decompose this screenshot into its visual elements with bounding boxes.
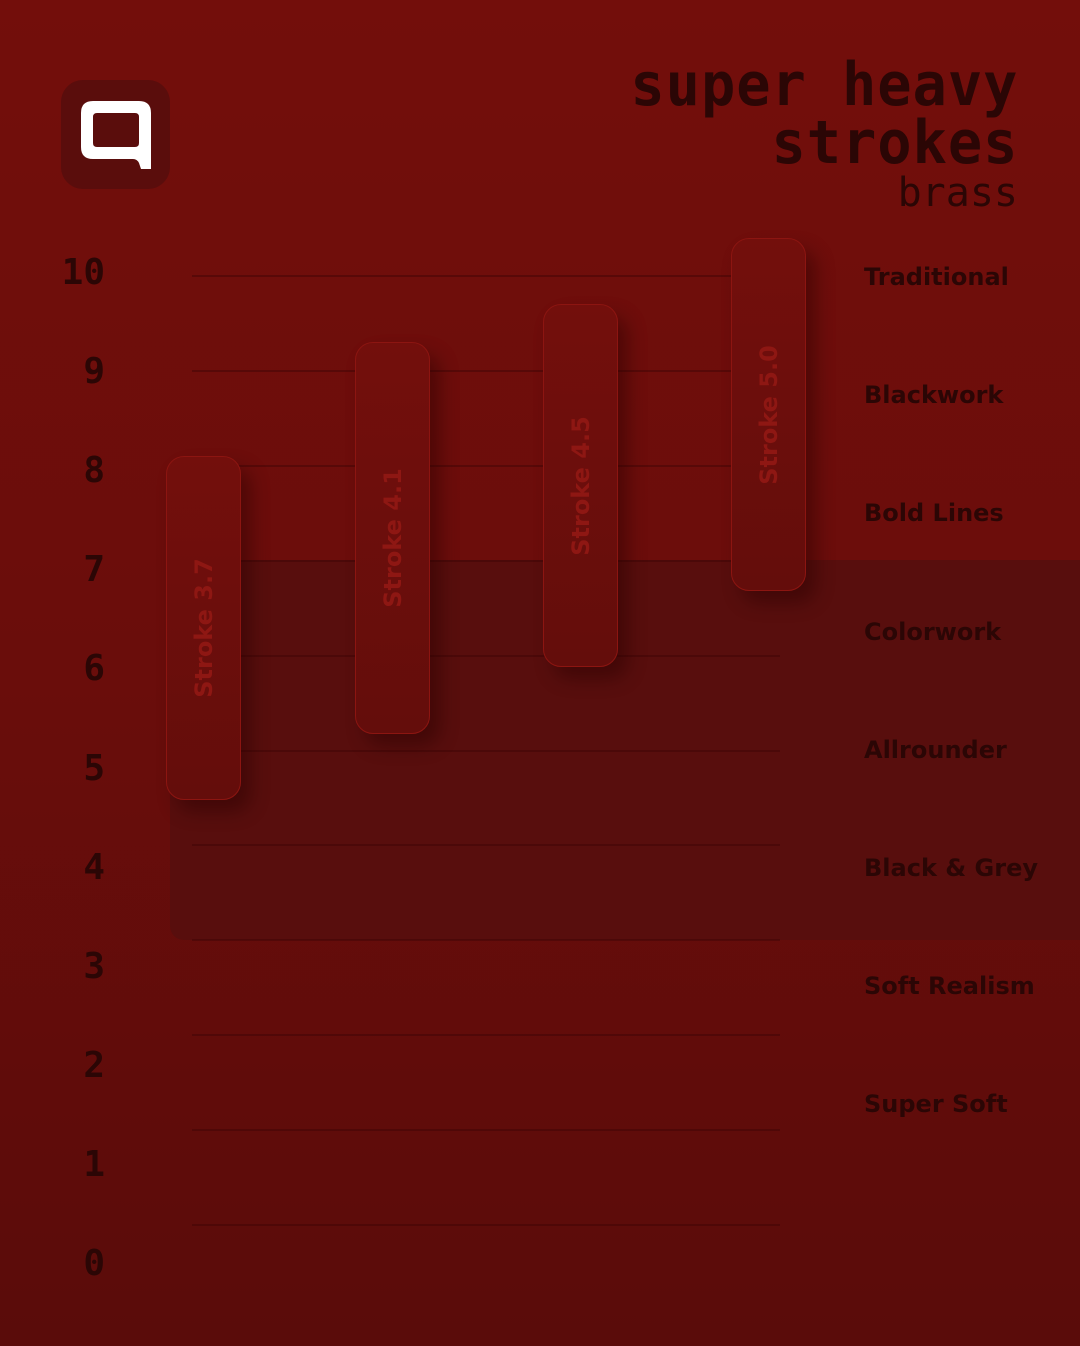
y-tick-label: 5 bbox=[83, 747, 105, 789]
category-label: Soft Realism bbox=[864, 972, 1035, 1001]
title-line-1: super heavy bbox=[630, 50, 1018, 120]
category-label: Black & Grey bbox=[864, 854, 1038, 882]
bar-label: Stroke 5.0 bbox=[754, 344, 783, 485]
y-tick-label: 7 bbox=[83, 549, 105, 591]
range-bar: Stroke 4.1 bbox=[355, 342, 430, 734]
gridline bbox=[192, 1034, 780, 1037]
category-label: Allrounder bbox=[864, 735, 1007, 764]
y-tick-label: 2 bbox=[83, 1044, 105, 1086]
gridline bbox=[192, 749, 780, 752]
chart-title: super heavy strokes bbox=[630, 50, 1018, 178]
y-tick-label: 4 bbox=[83, 846, 105, 888]
q-logo-icon bbox=[81, 101, 151, 169]
y-tick-label: 9 bbox=[83, 351, 105, 393]
title-line-2: strokes bbox=[771, 108, 1018, 178]
bar-label: Stroke 3.7 bbox=[189, 558, 218, 698]
y-tick-label: 0 bbox=[83, 1243, 105, 1284]
gridline bbox=[192, 939, 780, 942]
y-tick-label: 1 bbox=[83, 1143, 105, 1185]
category-label: Colorwork bbox=[864, 617, 1002, 646]
category-label: Bold Lines bbox=[864, 499, 1004, 528]
y-tick-label: 3 bbox=[83, 945, 105, 987]
category-label: Traditional bbox=[864, 263, 1009, 291]
bar-label: Stroke 4.1 bbox=[378, 468, 407, 608]
category-label: Super Soft bbox=[864, 1090, 1008, 1119]
brand-logo bbox=[61, 80, 170, 189]
highlight-panel bbox=[170, 560, 1080, 940]
gridline bbox=[192, 464, 780, 467]
gridline bbox=[192, 844, 780, 847]
gridline bbox=[192, 1224, 780, 1226]
gridline bbox=[192, 654, 780, 657]
y-tick-label: 10 bbox=[61, 252, 105, 293]
category-label: Blackwork bbox=[864, 381, 1004, 410]
y-tick-label: 8 bbox=[83, 450, 105, 492]
y-tick-label: 6 bbox=[83, 648, 105, 690]
range-bar: Stroke 3.7 bbox=[166, 456, 241, 800]
range-bar: Stroke 4.5 bbox=[543, 304, 618, 668]
range-bar: Stroke 5.0 bbox=[731, 238, 806, 592]
gridline bbox=[192, 275, 780, 277]
chart-subtitle: brass bbox=[897, 170, 1018, 216]
bar-label: Stroke 4.5 bbox=[566, 415, 595, 556]
gridline bbox=[192, 1129, 780, 1132]
gridline bbox=[192, 559, 780, 562]
gridline bbox=[192, 369, 780, 372]
